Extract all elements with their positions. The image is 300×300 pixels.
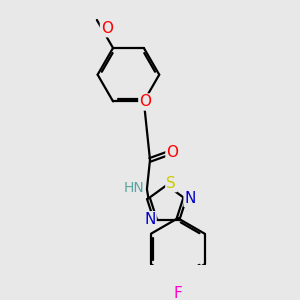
Text: F: F bbox=[173, 286, 182, 300]
Text: O: O bbox=[167, 145, 178, 160]
Text: O: O bbox=[101, 21, 113, 36]
Text: N: N bbox=[184, 191, 196, 206]
Text: S: S bbox=[167, 176, 176, 191]
Text: O: O bbox=[140, 94, 152, 110]
Text: HN: HN bbox=[124, 181, 144, 195]
Text: N: N bbox=[144, 212, 155, 227]
